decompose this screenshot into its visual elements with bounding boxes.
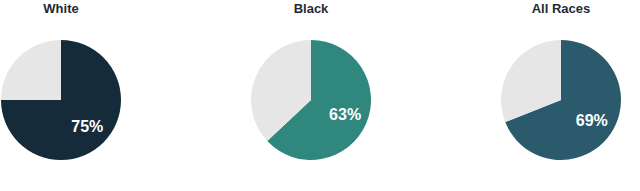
slices	[501, 40, 621, 160]
pie-slice	[1, 40, 121, 160]
chart-canvas: White 75% Black 63% All Races 69%	[0, 0, 640, 191]
chart-title: White	[43, 1, 78, 16]
data-label: 75%	[71, 118, 103, 135]
slices	[1, 40, 121, 160]
chart-title: Black	[294, 1, 329, 16]
chart-title: All Races	[532, 1, 591, 16]
data-labels: 63%	[329, 106, 361, 123]
data-labels: 69%	[576, 112, 608, 129]
data-labels: 75%	[71, 118, 103, 135]
pie-slice	[1, 40, 61, 100]
data-label: 63%	[329, 106, 361, 123]
pie-chart: All Races 69%	[501, 1, 621, 160]
pie-chart: Black 63%	[251, 1, 371, 160]
pie-chart: White 75%	[1, 1, 121, 160]
slices	[251, 40, 371, 160]
data-label: 69%	[576, 112, 608, 129]
pie-slice	[501, 40, 561, 122]
pie-slice	[251, 40, 311, 141]
